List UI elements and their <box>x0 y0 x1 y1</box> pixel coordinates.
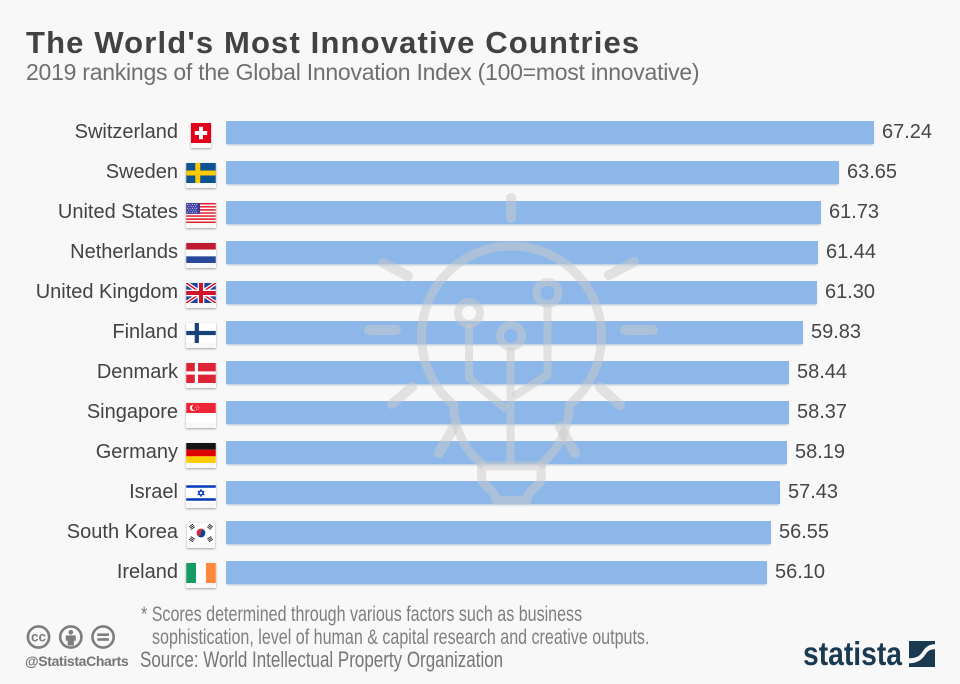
svg-text:statista: statista <box>803 638 903 668</box>
svg-text:cc: cc <box>31 629 47 644</box>
